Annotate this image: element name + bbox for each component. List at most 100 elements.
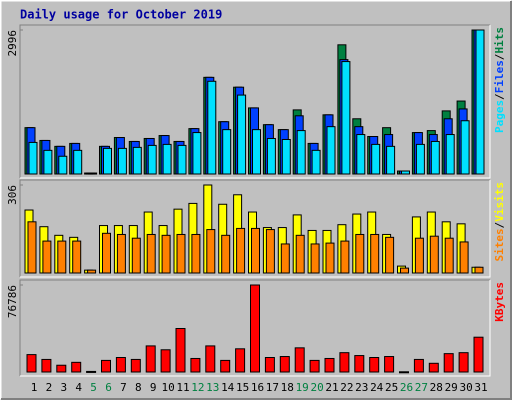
bar (116, 233, 126, 274)
plot-border-light (20, 280, 491, 377)
bar (43, 149, 53, 175)
legend-separator: / (493, 93, 506, 100)
bar (475, 29, 485, 175)
bar (71, 361, 82, 373)
y-tick-label: 76786 (6, 285, 19, 318)
bar (460, 120, 470, 175)
bar (265, 229, 275, 274)
bar (147, 144, 157, 175)
x-tick-label: 16 (251, 381, 264, 394)
bar (430, 140, 440, 175)
legend-separator: / (493, 54, 506, 61)
bar (281, 138, 291, 175)
bar (28, 141, 38, 175)
x-tick-label: 23 (355, 381, 368, 394)
bar (160, 349, 171, 373)
bar (386, 145, 396, 175)
bar (72, 240, 82, 274)
bar (400, 267, 409, 274)
bar (295, 234, 305, 274)
x-tick-label: 31 (474, 381, 487, 394)
bar (251, 227, 260, 274)
x-tick-label: 12 (191, 381, 204, 394)
bar (27, 221, 37, 274)
x-tick-label: 1 (31, 381, 38, 394)
bar (325, 242, 335, 274)
legend-separator: / (493, 222, 506, 229)
bar (264, 356, 275, 373)
bar (57, 240, 67, 274)
bar (58, 155, 68, 175)
legend-entry: Sites (493, 228, 506, 261)
y-tick-label: 306 (6, 185, 19, 205)
bar (340, 240, 350, 274)
x-tick-label: 2 (46, 381, 53, 394)
bar (429, 235, 439, 274)
bar (279, 356, 290, 373)
bar (459, 241, 469, 274)
bar (207, 80, 217, 175)
legend-entry: KBytes (493, 282, 506, 322)
bar (354, 355, 365, 373)
x-tick-label: 3 (60, 381, 67, 394)
legend: KBytes (493, 282, 506, 322)
bar (103, 147, 112, 175)
bar (190, 357, 201, 373)
bar (235, 348, 246, 373)
bar (86, 370, 97, 373)
x-tick-label: 7 (120, 381, 127, 394)
plot-border-light (20, 180, 491, 278)
bar (42, 240, 52, 274)
bar (326, 126, 336, 175)
bar (280, 243, 290, 274)
bar (26, 354, 37, 373)
bar (146, 233, 156, 274)
bar (177, 144, 187, 175)
bar (221, 234, 231, 274)
bar (206, 229, 216, 274)
bar (384, 356, 395, 373)
bar (191, 233, 201, 274)
x-tick-label: 24 (370, 381, 384, 394)
bar (131, 237, 141, 274)
bar (222, 129, 232, 175)
bar (428, 362, 439, 373)
bar (341, 61, 351, 175)
bar (145, 345, 156, 373)
bar (250, 284, 260, 373)
bar (115, 356, 126, 373)
bar (355, 233, 365, 274)
bar (371, 143, 381, 175)
bar (176, 233, 186, 274)
x-tick-label: 6 (105, 381, 112, 394)
x-tick-label: 22 (340, 381, 353, 394)
x-tick-label: 30 (459, 381, 472, 394)
bar (356, 134, 366, 175)
bar (87, 269, 97, 274)
bar (161, 234, 171, 274)
bar (385, 236, 395, 274)
bar (192, 132, 202, 175)
plot-border-dark (19, 24, 490, 178)
legend-entry: Hits (493, 27, 506, 54)
legend-entry: Pages (493, 100, 506, 133)
x-tick-label: 21 (325, 381, 338, 394)
plot-border-light (20, 25, 491, 179)
bar (311, 149, 321, 175)
plot-border-dark (19, 179, 490, 277)
x-tick-label: 4 (75, 381, 82, 394)
bar (296, 130, 306, 175)
x-tick-label: 20 (310, 381, 323, 394)
x-tick-label: 26 (400, 381, 413, 394)
bar (56, 364, 67, 373)
x-tick-label: 18 (281, 381, 294, 394)
bar (339, 352, 350, 373)
bar (310, 243, 320, 274)
x-tick-label: 27 (415, 381, 428, 394)
bar (237, 94, 247, 175)
bar (413, 358, 424, 373)
bar (205, 345, 216, 373)
